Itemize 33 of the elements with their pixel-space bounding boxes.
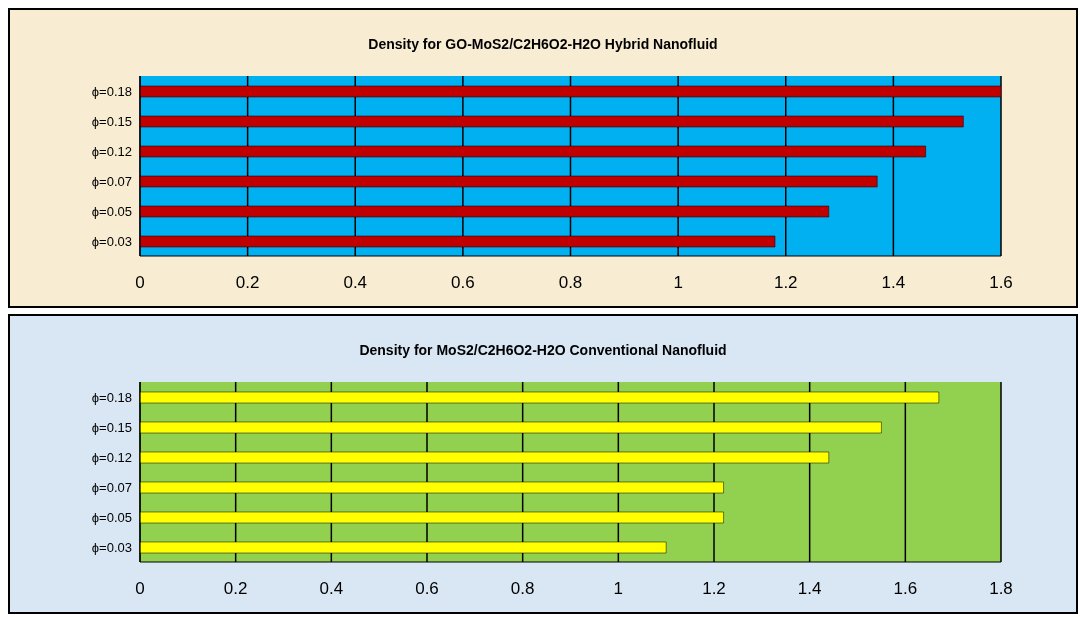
x-tick-label: 0.4 [343,273,368,293]
x-tick-label: 1.4 [797,579,822,599]
y-tick-label: ϕ=0.05 [91,203,132,219]
y-tick-label: ϕ=0.05 [91,509,132,525]
x-tick-label: 0.2 [235,273,260,293]
x-tick-label: 1.6 [893,579,918,599]
x-tick-label: 0 [135,579,145,599]
chart-title: Density for MoS2/C2H6O2-H2O Conventional Nanofluid [358,341,728,360]
y-tick-label: ϕ=0.18 [91,83,132,99]
x-tick-label: 0.6 [451,273,475,293]
y-tick-label: ϕ=0.12 [91,143,132,159]
x-tick-label: 0.8 [558,273,583,293]
y-tick-label: ϕ=0.03 [91,539,132,555]
x-tick-label: 1.2 [702,579,726,599]
chart-title: Density for GO-MoS2/C2H6O2-H2O Hybrid Nanofluid [367,35,719,54]
x-tick-label: 1 [613,579,624,599]
x-tick-label: 1.4 [881,273,906,293]
y-tick-label: ϕ=0.07 [91,479,132,495]
x-tick-label: 1 [673,273,683,293]
x-tick-label: 1.2 [773,273,798,293]
x-tick-label: 0.6 [415,579,439,599]
y-tick-label: ϕ=0.15 [91,419,132,435]
x-tick-label: 0 [135,273,145,293]
x-tick-label: 0.4 [319,579,344,599]
y-tick-label: ϕ=0.07 [91,173,132,189]
y-tick-label: ϕ=0.12 [91,449,132,465]
y-tick-label: ϕ=0.15 [91,113,132,129]
x-tick-label: 0.8 [510,579,535,599]
x-tick-label: 1.6 [989,273,1013,293]
y-tick-label: ϕ=0.03 [91,233,132,249]
y-tick-label: ϕ=0.18 [91,389,132,405]
x-tick-label: 1.8 [989,579,1013,599]
x-tick-label: 0.2 [223,579,248,599]
